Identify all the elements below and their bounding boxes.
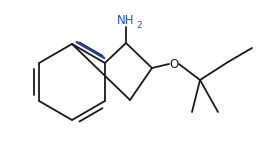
Text: 2: 2 (136, 21, 142, 30)
Text: O: O (169, 57, 179, 70)
Text: NH: NH (117, 14, 135, 27)
